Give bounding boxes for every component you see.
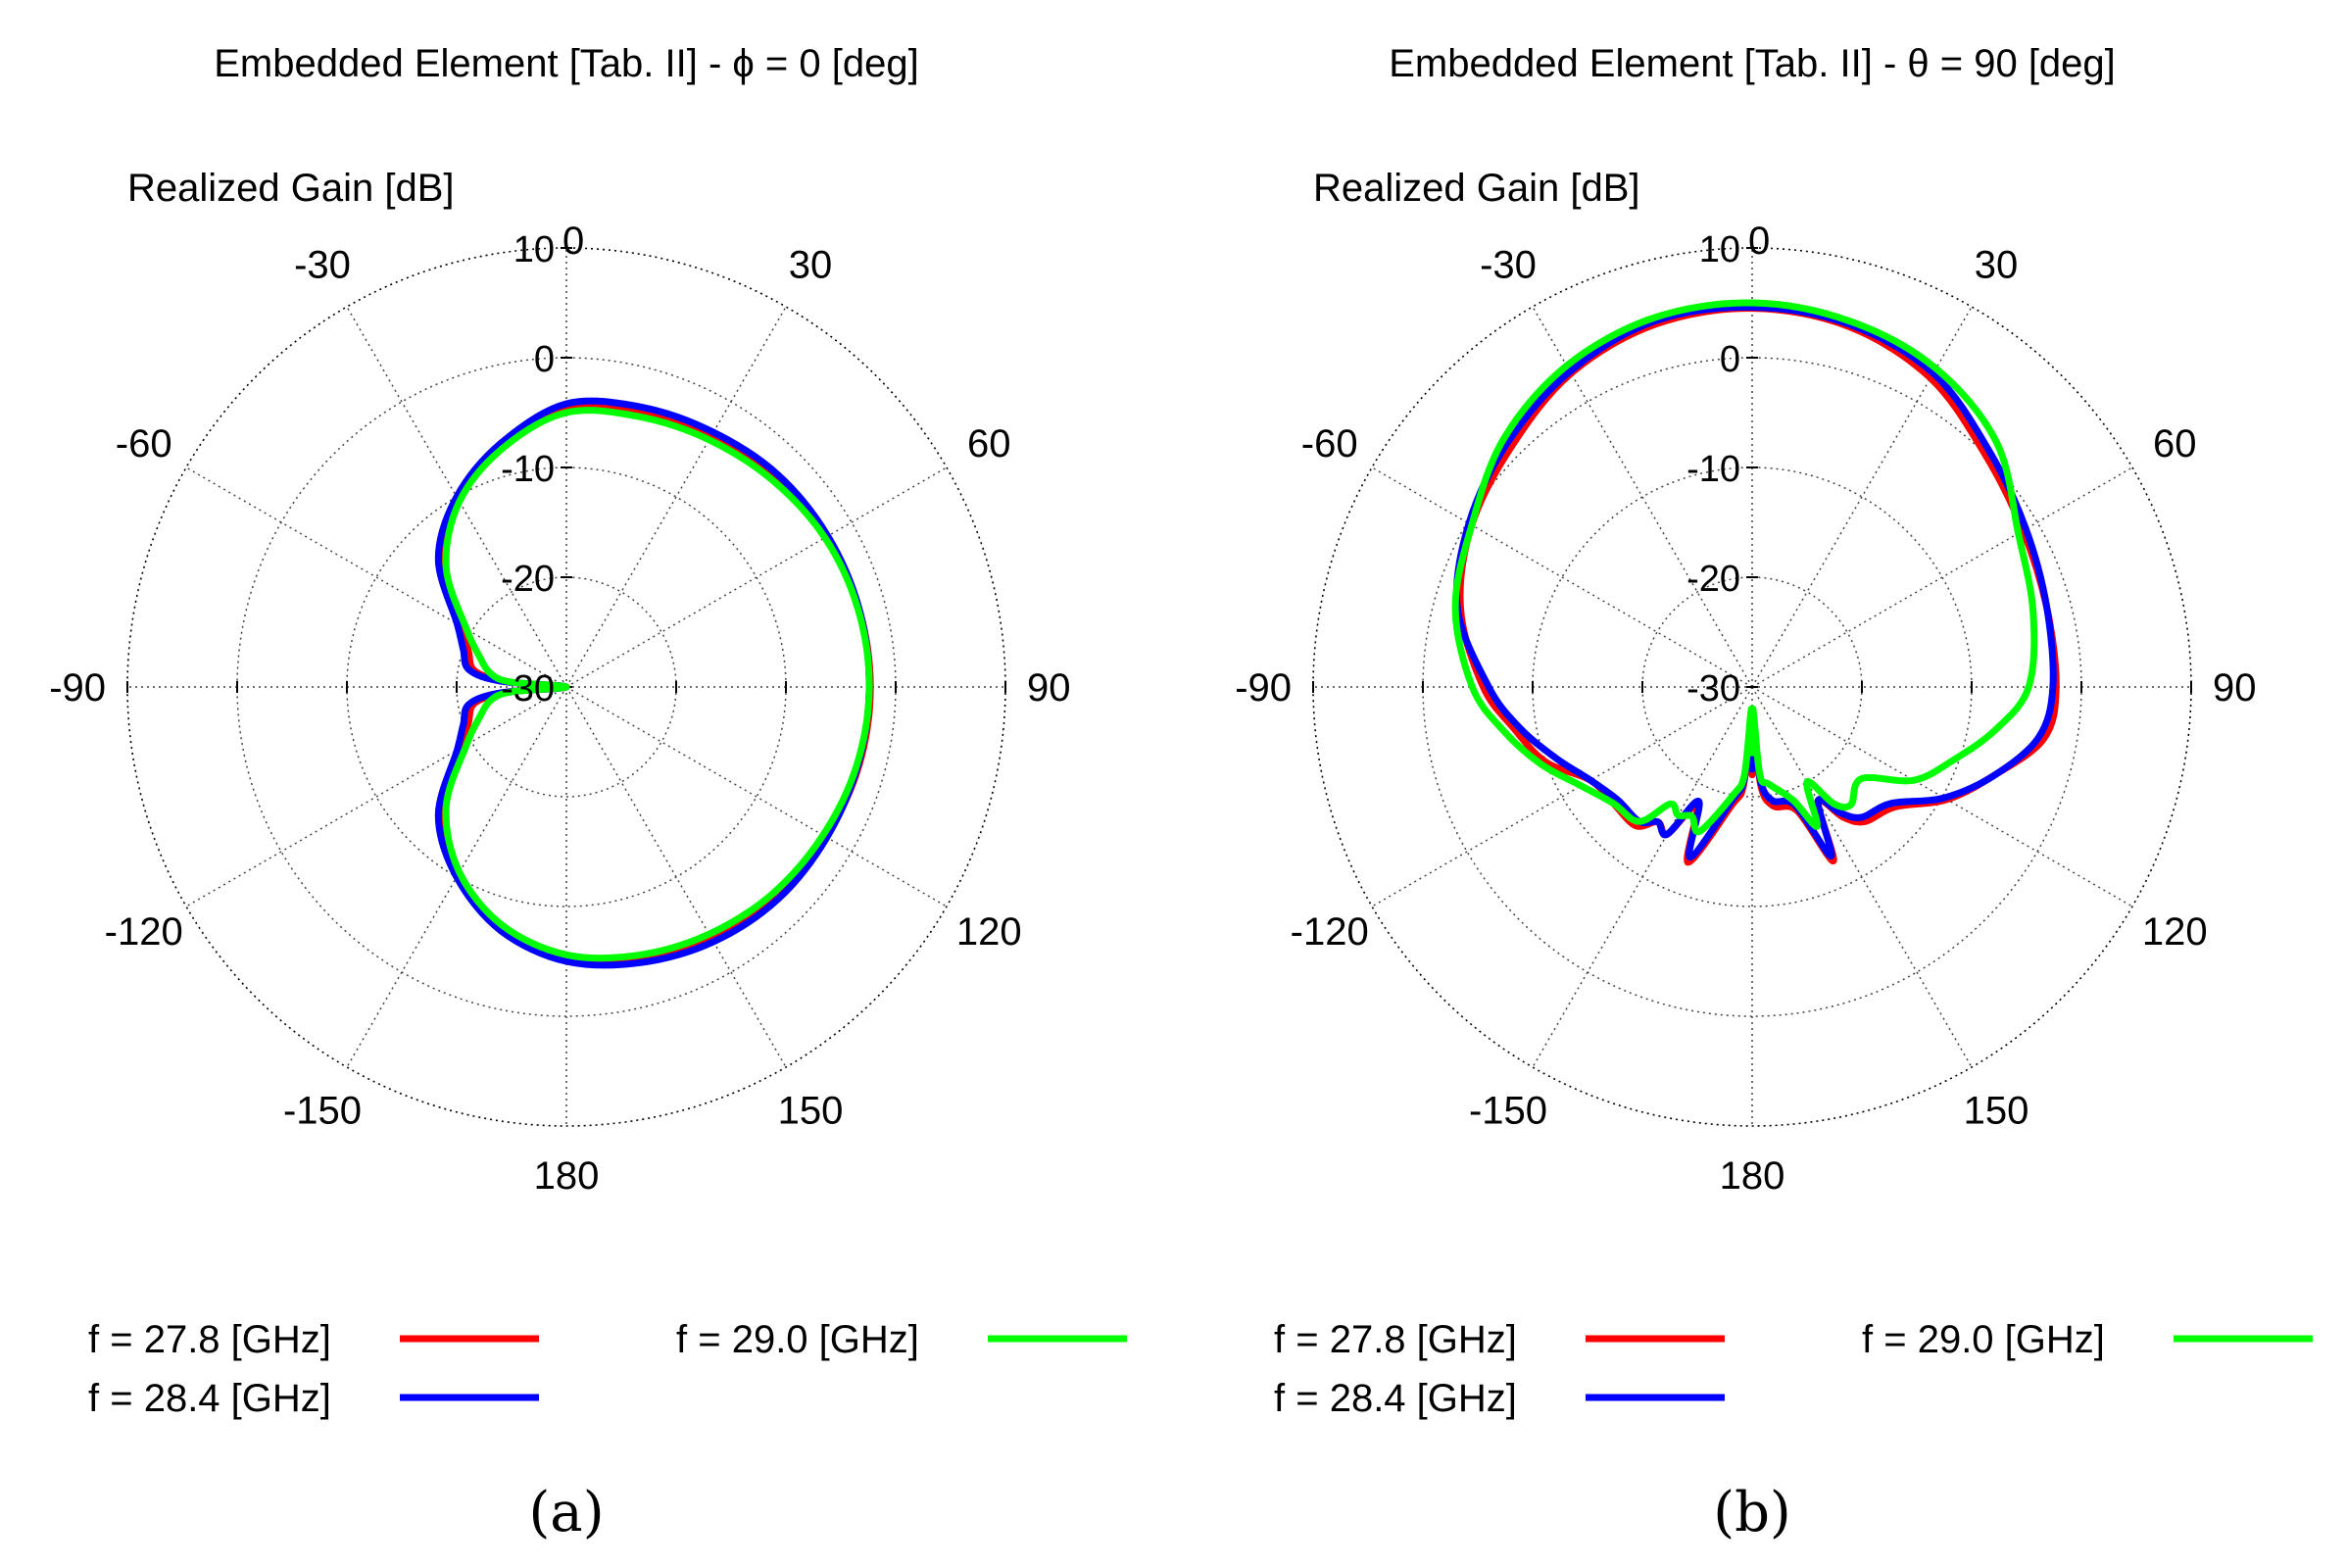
- angle-tick-label: -60: [1301, 422, 1358, 466]
- angle-tick-label: -150: [1469, 1089, 1547, 1132]
- angle-tick-labels-b: 0 30 60 90 120 150 180 -150 -120 -90 -60 -30: [1235, 220, 2256, 1198]
- chart-title-b: Embedded Element [Tab. II] - θ = 90 [deg…: [1389, 42, 2116, 85]
- angle-tick-label: 120: [2142, 910, 2208, 954]
- trace-29.0-ghz: [1451, 299, 2038, 836]
- trace-28.4-ghz: [1452, 303, 2057, 861]
- radial-tick-label: -30: [501, 668, 555, 710]
- radial-tick-label: 0: [1720, 339, 1740, 380]
- angle-tick-label: -90: [1235, 666, 1292, 710]
- radial-tick-label: -30: [1686, 668, 1740, 710]
- angle-tick-label: 150: [778, 1089, 844, 1132]
- grid-spoke: [185, 686, 567, 907]
- chart-title-a: Embedded Element [Tab. II] - ϕ = 0 [deg]: [214, 42, 918, 85]
- angle-tick-label: -90: [49, 666, 106, 710]
- legend-label: f = 28.4 [GHz]: [88, 1377, 331, 1420]
- legend-label: f = 29.0 [GHz]: [1862, 1318, 2105, 1361]
- polar-grid-b: [1312, 247, 2192, 1127]
- radial-tick-label: -10: [1686, 449, 1740, 490]
- radial-tick-label: 0: [534, 339, 555, 380]
- grid-spoke: [565, 306, 787, 688]
- angle-tick-label: 30: [789, 244, 833, 287]
- grid-spoke: [1751, 306, 1973, 688]
- angle-tick-label: 180: [1720, 1154, 1785, 1198]
- grid-spoke: [1371, 686, 1753, 907]
- angle-tick-label: -120: [1291, 910, 1369, 954]
- legend-b: f = 27.8 [GHz] f = 28.4 [GHz] f = 29.0 [GH…: [1274, 1318, 2313, 1420]
- panel-label-a: (a): [528, 1481, 604, 1544]
- angle-tick-label: 90: [1027, 666, 1071, 710]
- radial-tick-labels-b: 10 0 -10 -20 -30: [1686, 229, 1740, 710]
- angle-tick-label: 60: [2153, 422, 2197, 466]
- panel-b: Embedded Element [Tab. II] - θ = 90 [deg…: [1235, 42, 2313, 1544]
- radial-tick-label: -20: [1686, 559, 1740, 600]
- trace-29.0-ghz: [442, 407, 873, 962]
- angle-tick-label: 120: [956, 910, 1022, 954]
- legend-label: f = 29.0 [GHz]: [676, 1318, 919, 1361]
- angle-tick-label: 0: [562, 220, 584, 263]
- legend-label: f = 28.4 [GHz]: [1274, 1377, 1517, 1420]
- angle-tick-label: -60: [116, 422, 172, 466]
- radial-axis-label-a: Realized Gain [dB]: [127, 167, 455, 210]
- grid-spoke: [1751, 686, 1973, 1068]
- radial-tick-label: 10: [1699, 229, 1740, 270]
- angle-tick-label: -30: [1480, 244, 1537, 287]
- legend-a: f = 27.8 [GHz] f = 28.4 [GHz] f = 29.0 [GH…: [88, 1318, 1127, 1420]
- grid-spoke: [565, 466, 948, 688]
- angle-tick-label: -30: [294, 244, 351, 287]
- grid-spoke: [565, 686, 787, 1068]
- angle-tick-label: 180: [534, 1154, 600, 1198]
- grid-spoke: [1371, 466, 1753, 688]
- angle-tick-label: -120: [105, 910, 183, 954]
- traces-a: [434, 397, 874, 969]
- traces-b: [1451, 299, 2060, 866]
- angle-tick-label: 150: [1964, 1089, 2029, 1132]
- grid-spoke: [185, 466, 567, 688]
- grid-spoke: [1751, 466, 2133, 688]
- angle-tick-label: -150: [283, 1089, 362, 1132]
- angle-tick-label: 90: [2213, 666, 2257, 710]
- angle-tick-label: 30: [1975, 244, 2019, 287]
- angle-tick-labels-a: 0 30 60 90 120 150 180 -150 -120 -90 -60 -30: [49, 220, 1070, 1198]
- radial-tick-label: -10: [501, 449, 555, 490]
- grid-spoke: [565, 686, 948, 907]
- radial-tick-label: -20: [501, 559, 555, 600]
- radial-tick-label: 10: [513, 229, 555, 270]
- radial-axis-label-b: Realized Gain [dB]: [1313, 167, 1640, 210]
- panel-a: Embedded Element [Tab. II] - ϕ = 0 [deg]…: [49, 42, 1127, 1544]
- angle-tick-label: 0: [1748, 220, 1770, 263]
- angle-tick-label: 60: [967, 422, 1011, 466]
- radial-tick-labels-a: 10 0 -10 -20 -30: [501, 229, 555, 710]
- grid-spoke: [1532, 686, 1753, 1068]
- legend-label: f = 27.8 [GHz]: [1274, 1318, 1517, 1361]
- panel-label-b: (b): [1713, 1481, 1791, 1544]
- legend-label: f = 27.8 [GHz]: [88, 1318, 331, 1361]
